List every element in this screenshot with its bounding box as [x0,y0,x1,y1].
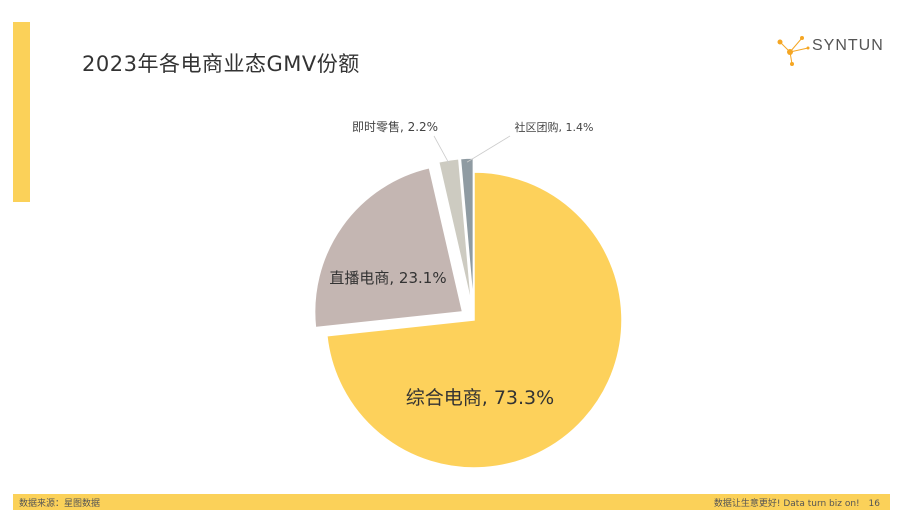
slice-label-2: 直播电商, 23.1% [329,269,446,287]
leader-line-3 [433,135,450,165]
slice-label-1: 综合电商, 73.3% [406,387,554,409]
pie-slice-1 [326,171,623,469]
accent-bar [13,22,30,202]
slice-label-4: 社区团购, 1.4% [515,120,594,134]
page-title: 2023年各电商业态GMV份额 [82,52,360,76]
brand-name: SYNTUN [812,37,884,54]
footer: 数据来源：星图数据 数据让生意更好! Data turn biz on! 16 [13,494,890,510]
pie-slice-3 [437,157,473,307]
leader-line-4 [466,135,511,163]
footer-source: 数据来源：星图数据 [19,499,101,509]
pie-slice-2 [313,166,464,329]
syntun-logo-icon [777,36,810,66]
slice-label-3: 即时零售, 2.2% [352,119,438,134]
page-number: 16 [868,499,880,509]
footer-right: 数据让生意更好! Data turn biz on! 16 [708,496,880,509]
footer-slogan: 数据让生意更好! Data turn biz on! [713,499,860,509]
